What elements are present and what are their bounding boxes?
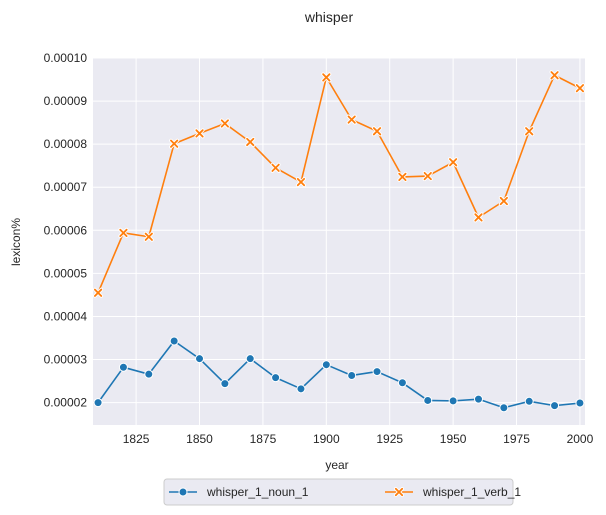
data-point bbox=[143, 231, 154, 242]
x-tick-label: 1825 bbox=[123, 432, 150, 446]
data-point bbox=[93, 287, 104, 298]
data-point bbox=[423, 395, 433, 405]
y-tick-label: 0.00008 bbox=[44, 137, 88, 151]
data-point bbox=[473, 394, 483, 404]
y-tick-labels: 0.00002 0.00003 0.00004 0.00005 0.00006 0.000… bbox=[44, 51, 88, 410]
series-whisper_1_verb_1 bbox=[93, 70, 585, 298]
legend-marker bbox=[393, 486, 405, 498]
legend: whisper_1_noun_1 whisper_1_verb_1 bbox=[163, 478, 521, 506]
x-tick-label: 1900 bbox=[313, 432, 340, 446]
data-point bbox=[295, 177, 306, 188]
data-point bbox=[270, 162, 281, 173]
data-point bbox=[397, 171, 408, 182]
legend-label: whisper_1_noun_1 bbox=[206, 485, 309, 499]
x-tick-label: 2000 bbox=[567, 432, 594, 446]
data-point bbox=[498, 196, 509, 207]
legend-item: whisper_1_verb_1 bbox=[385, 485, 521, 499]
data-point bbox=[169, 336, 179, 346]
data-point bbox=[321, 72, 332, 83]
data-point bbox=[397, 378, 407, 388]
y-tick-label: 0.00004 bbox=[44, 309, 88, 323]
y-tick-label: 0.00010 bbox=[44, 51, 88, 65]
data-point bbox=[524, 126, 535, 137]
data-point bbox=[144, 369, 154, 379]
legend-frame bbox=[163, 478, 514, 506]
data-point bbox=[473, 212, 484, 223]
y-axis-label: lexicon% bbox=[9, 218, 23, 266]
x-tick-labels: 1825 1850 1875 1900 1925 1950 1975 2000 bbox=[123, 432, 594, 446]
x-tick-label: 1925 bbox=[376, 432, 403, 446]
y-tick-label: 0.00009 bbox=[44, 94, 88, 108]
grid-lines bbox=[93, 57, 585, 425]
data-point bbox=[372, 126, 383, 137]
y-tick-label: 0.00003 bbox=[44, 353, 88, 367]
y-tick-label: 0.00007 bbox=[44, 180, 88, 194]
data-point bbox=[448, 157, 459, 168]
data-point bbox=[195, 354, 205, 364]
plot-area bbox=[93, 58, 585, 425]
y-tick-label: 0.00005 bbox=[44, 266, 88, 280]
x-tick-label: 1975 bbox=[503, 432, 530, 446]
data-point bbox=[194, 128, 205, 139]
data-point bbox=[347, 370, 357, 380]
data-point bbox=[118, 362, 128, 372]
data-point bbox=[321, 360, 331, 370]
data-point bbox=[271, 373, 281, 383]
data-point bbox=[245, 136, 256, 147]
data-point bbox=[549, 70, 560, 81]
x-axis-label: year bbox=[325, 458, 348, 472]
x-tick-label: 1850 bbox=[186, 432, 213, 446]
data-point bbox=[448, 396, 458, 406]
series-layer bbox=[93, 70, 585, 413]
data-point bbox=[245, 354, 255, 364]
data-point bbox=[118, 227, 129, 238]
legend-item: whisper_1_noun_1 bbox=[169, 485, 309, 499]
y-tick-label: 0.00002 bbox=[44, 396, 88, 410]
data-point bbox=[220, 379, 230, 389]
data-point bbox=[296, 384, 306, 394]
data-point bbox=[575, 398, 585, 408]
x-tick-label: 1875 bbox=[250, 432, 277, 446]
data-point bbox=[372, 367, 382, 377]
data-point bbox=[93, 398, 103, 408]
data-point bbox=[574, 83, 585, 94]
data-point bbox=[219, 118, 230, 129]
data-point bbox=[422, 171, 433, 182]
chart-title: whisper bbox=[304, 9, 354, 25]
data-point bbox=[524, 396, 534, 406]
data-point bbox=[346, 114, 357, 125]
data-point bbox=[169, 138, 180, 149]
data-point bbox=[499, 403, 509, 413]
x-tick-label: 1950 bbox=[440, 432, 467, 446]
y-tick-label: 0.00006 bbox=[44, 223, 88, 237]
legend-marker bbox=[178, 487, 188, 497]
data-point bbox=[550, 401, 560, 411]
legend-label: whisper_1_verb_1 bbox=[422, 485, 521, 499]
series-whisper_1_noun_1 bbox=[93, 336, 585, 413]
